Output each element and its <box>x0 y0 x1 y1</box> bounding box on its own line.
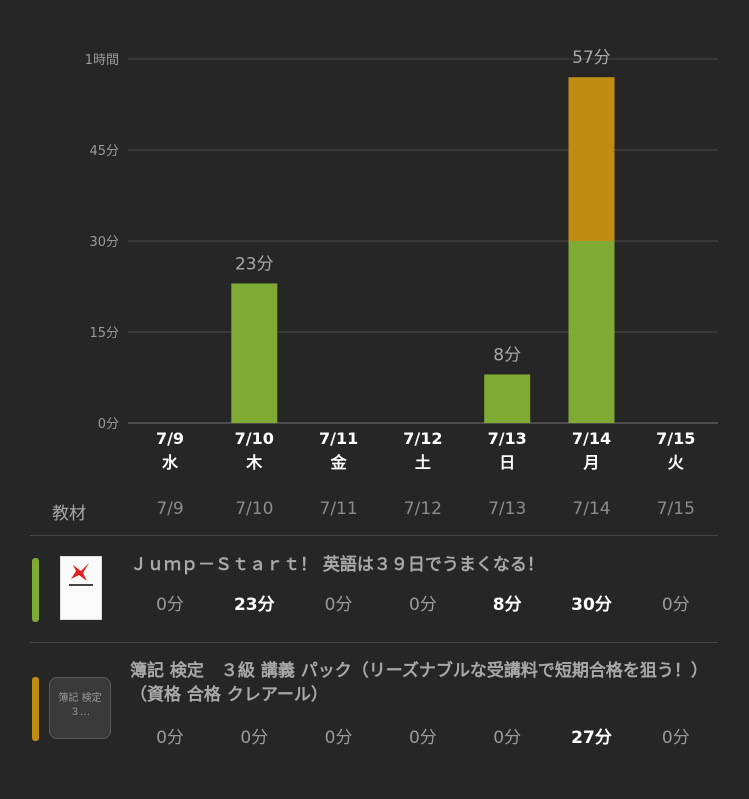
header-label: 教材 <box>52 504 86 524</box>
bar-labels: 23分 8分 57分 <box>235 48 611 365</box>
daily-time-value: 0分 <box>324 728 353 748</box>
bar-segment <box>484 374 531 423</box>
bars <box>231 77 615 423</box>
header-date: 7/11 <box>319 499 358 519</box>
header-date: 7/9 <box>156 499 184 519</box>
y-tick-label: 30分 <box>89 235 119 250</box>
y-tick-label: 1時間 <box>85 53 119 68</box>
header-date: 7/10 <box>235 499 274 519</box>
chart-gridlines <box>128 58 718 424</box>
bar-value-label: 23分 <box>235 254 274 274</box>
row-color-bar <box>32 558 39 622</box>
x-tick-date: 7/14 <box>572 429 611 448</box>
header-date: 7/13 <box>488 499 527 519</box>
daily-time-value: 0分 <box>156 595 184 615</box>
thumbnail-text: 簿記 検定 ３… <box>58 693 111 718</box>
daily-time-value: 0分 <box>408 595 437 615</box>
daily-time-value: 0分 <box>493 728 522 748</box>
x-tick-weekday: 日 <box>499 453 515 472</box>
bar-segment <box>568 77 615 241</box>
header-date: 7/12 <box>403 499 442 519</box>
divider <box>30 535 718 536</box>
x-axis-labels: 7/9 水 7/10 木 7/11 金 7/12 土 7/13 日 7/14 月 7/15 火 <box>156 429 695 472</box>
daily-time-value: 0分 <box>661 728 690 748</box>
x-tick-date: 7/9 <box>156 429 184 448</box>
divider <box>30 642 718 643</box>
bar-value-label: 57分 <box>572 48 611 68</box>
header-date: 7/14 <box>572 499 611 519</box>
daily-time-value: 0分 <box>324 595 353 615</box>
daily-time-value: 0分 <box>661 595 690 615</box>
material-thumbnail: 簿記 検定 ３… <box>49 677 111 739</box>
material-row-2[interactable]: 簿記 検定 ３… 簿記 検定 ３級 講義 パック（リーズナブルな受講料で短期合格… <box>0 643 749 799</box>
bar-segment <box>231 283 278 423</box>
x-tick-date: 7/13 <box>488 429 527 448</box>
jump-start-logo <box>69 563 93 586</box>
row-color-bar <box>32 677 39 741</box>
x-tick-weekday: 木 <box>245 453 263 472</box>
book-cover-icon <box>60 556 102 620</box>
daily-time-value: 30分 <box>571 595 612 615</box>
bar-value-label: 8分 <box>493 345 521 365</box>
daily-time-value: 23分 <box>233 595 275 615</box>
daily-time-value: 8分 <box>492 595 522 615</box>
x-tick-date: 7/12 <box>403 429 442 448</box>
x-tick-weekday: 水 <box>162 453 179 472</box>
y-tick-label: 45分 <box>89 144 119 159</box>
table-header: 教材 7/9 7/10 7/11 7/12 7/13 7/14 7/15 <box>0 493 749 529</box>
daily-time-value: 27分 <box>571 728 612 748</box>
x-tick-weekday: 土 <box>415 453 431 472</box>
y-tick-label: 15分 <box>89 326 119 341</box>
x-tick-weekday: 月 <box>582 453 599 472</box>
x-tick-weekday: 金 <box>330 453 348 472</box>
material-row-1[interactable]: Ｊｕｍｐ－Ｓｔａｒｔ！ 英語は３９日でうまくなる！ 0分 23分 0分 0分 8分 30分… <box>0 536 749 642</box>
x-tick-date: 7/10 <box>235 429 274 448</box>
x-tick-date: 7/15 <box>656 429 695 448</box>
material-title: 簿記 検定 ３級 講義 パック（リーズナブルな受講料で短期合格を狙う！）（資格 … <box>130 661 708 705</box>
y-axis-ticks: 0分 15分 30分 45分 1時間 <box>85 53 119 432</box>
x-tick-date: 7/11 <box>319 429 358 448</box>
header-date: 7/15 <box>656 499 695 519</box>
bar-segment <box>568 241 615 423</box>
daily-time-value: 0分 <box>156 728 184 748</box>
material-title: Ｊｕｍｐ－Ｓｔａｒｔ！ 英語は３９日でうまくなる！ <box>130 555 544 575</box>
x-tick-weekday: 火 <box>668 453 685 472</box>
daily-time-value: 0分 <box>240 728 269 748</box>
y-tick-label: 0分 <box>98 417 119 432</box>
daily-time-value: 0分 <box>408 728 437 748</box>
